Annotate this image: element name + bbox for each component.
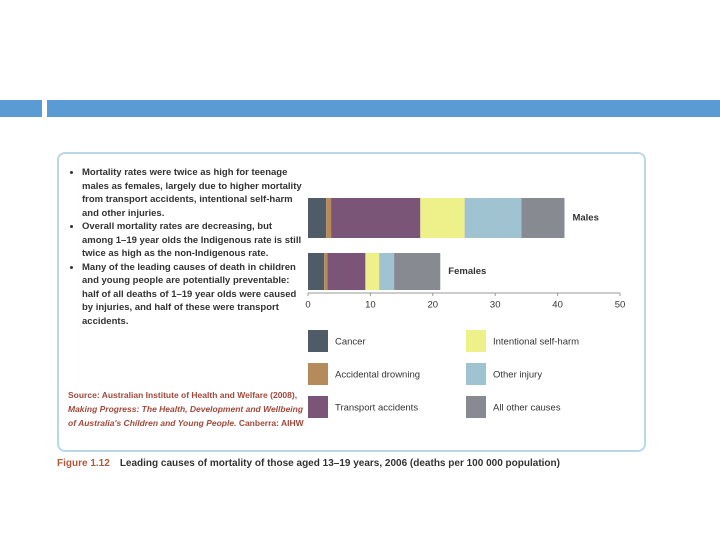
bar-segment <box>420 198 465 238</box>
bullet: Mortality rates were twice as high for t… <box>82 166 302 220</box>
legend-label: All other causes <box>493 403 561 414</box>
bar-segment <box>365 253 380 290</box>
figure-box <box>57 152 646 452</box>
legend-label: Other injury <box>493 370 542 381</box>
x-tick-label: 0 <box>305 300 310 311</box>
category-label: Females <box>448 266 486 277</box>
header-square <box>0 100 42 117</box>
legend-label: Transport accidents <box>335 403 418 414</box>
bar-segment <box>379 253 395 290</box>
bar-segment <box>521 198 565 238</box>
header-bar <box>47 100 720 117</box>
bar-segment <box>331 198 421 238</box>
bar-segment <box>326 198 332 238</box>
legend-label: Accidental drowning <box>335 370 420 381</box>
source-suffix: Canberra: AIHW <box>238 418 304 428</box>
source: Source: Australian Institute of Health a… <box>68 388 308 430</box>
bullet-list: Mortality rates were twice as high for t… <box>64 166 302 328</box>
bar-segment <box>327 253 366 290</box>
source-prefix: Source: Australian Institute of Health a… <box>68 390 298 400</box>
x-tick-label: 10 <box>365 300 376 311</box>
legend-swatch <box>466 396 486 418</box>
source-title: Making Progress: The Health, Development… <box>68 404 304 428</box>
legend-swatch <box>308 396 328 418</box>
bar-segment <box>308 253 325 290</box>
bar-segment <box>324 253 328 290</box>
bullet: Many of the leading causes of death in c… <box>82 261 302 329</box>
legend-label: Cancer <box>335 337 366 348</box>
legend-swatch <box>308 330 328 352</box>
caption-label: Figure 1.12 <box>57 458 110 469</box>
bar-segment <box>308 198 327 238</box>
bar-segment <box>394 253 441 290</box>
x-tick-label: 20 <box>428 300 439 311</box>
legend-swatch <box>308 363 328 385</box>
x-tick-label: 50 <box>615 300 626 311</box>
caption-text: Leading causes of mortality of those age… <box>119 458 560 469</box>
legend-swatch <box>466 330 486 352</box>
x-tick-label: 30 <box>490 300 501 311</box>
legend-label: Intentional self-harm <box>493 337 579 348</box>
bar-segment <box>464 198 522 238</box>
bullet: Overall mortality rates are decreasing, … <box>82 220 302 261</box>
caption: Figure 1.12 Leading causes of mortality o… <box>57 458 560 469</box>
category-label: Males <box>572 213 598 224</box>
legend-swatch <box>466 363 486 385</box>
x-tick-label: 40 <box>552 300 563 311</box>
